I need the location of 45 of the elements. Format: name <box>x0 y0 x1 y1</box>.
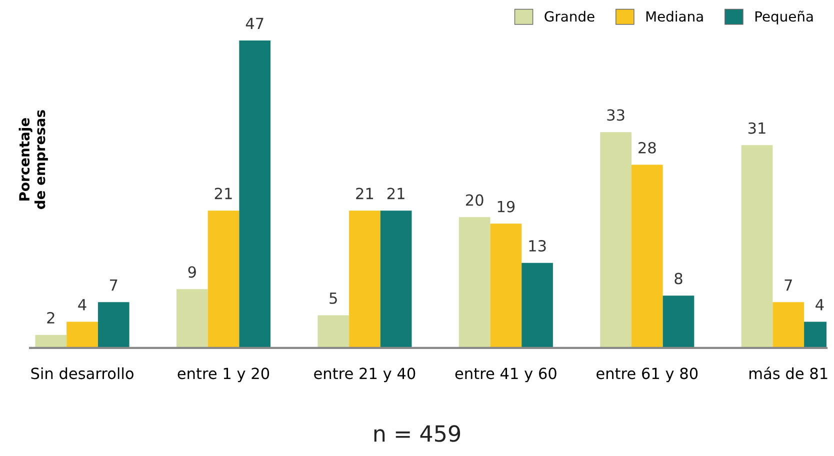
bar <box>349 210 380 348</box>
data-label: 8 <box>674 272 682 284</box>
x-tick-label: entre 41 y 60 <box>455 368 556 382</box>
x-tick-label: entre 1 y 20 <box>178 368 270 382</box>
data-label: 21 <box>214 188 232 200</box>
bar <box>35 334 67 348</box>
data-label: 2 <box>47 312 54 324</box>
x-tick-label: entre 21 y 40 <box>314 368 416 382</box>
data-label: 33 <box>607 109 624 121</box>
data-label: 47 <box>246 18 264 30</box>
bar <box>490 224 522 348</box>
legend-label: Grande <box>544 10 594 22</box>
bar <box>522 262 553 348</box>
legend-label: Mediana <box>646 10 703 22</box>
bar <box>662 296 694 348</box>
bar <box>98 302 130 348</box>
bar <box>66 322 98 348</box>
legend-label: Pequeña <box>755 10 813 24</box>
data-label: 20 <box>466 194 484 206</box>
data-label: 21 <box>387 188 404 200</box>
data-label: 28 <box>638 142 656 154</box>
text: n = 459 <box>374 425 460 442</box>
bar <box>380 210 412 348</box>
bar <box>239 40 271 348</box>
x-tick-label: entre 61 y 80 <box>596 368 698 382</box>
bar <box>631 164 663 348</box>
x-tick-label: más de 81 <box>750 366 828 380</box>
data-label: 9 <box>188 266 196 278</box>
bar <box>318 315 350 348</box>
data-label: 4 <box>78 299 86 310</box>
data-label: 5 <box>330 292 337 304</box>
data-label: 4 <box>816 299 824 310</box>
data-label: 19 <box>498 200 515 212</box>
data-label: 21 <box>356 188 374 200</box>
data-label: 7 <box>784 279 792 291</box>
data-label: 31 <box>748 122 766 134</box>
bar <box>458 217 490 348</box>
y-axis-title: Porcentaje de empresas <box>18 110 48 210</box>
bar <box>600 132 632 348</box>
bar <box>176 289 208 348</box>
data-label: 7 <box>110 279 118 291</box>
data-label: 13 <box>529 240 546 252</box>
bar <box>208 210 240 348</box>
x-tick-label: Sin desarrollo <box>31 367 134 380</box>
bar <box>741 145 773 348</box>
